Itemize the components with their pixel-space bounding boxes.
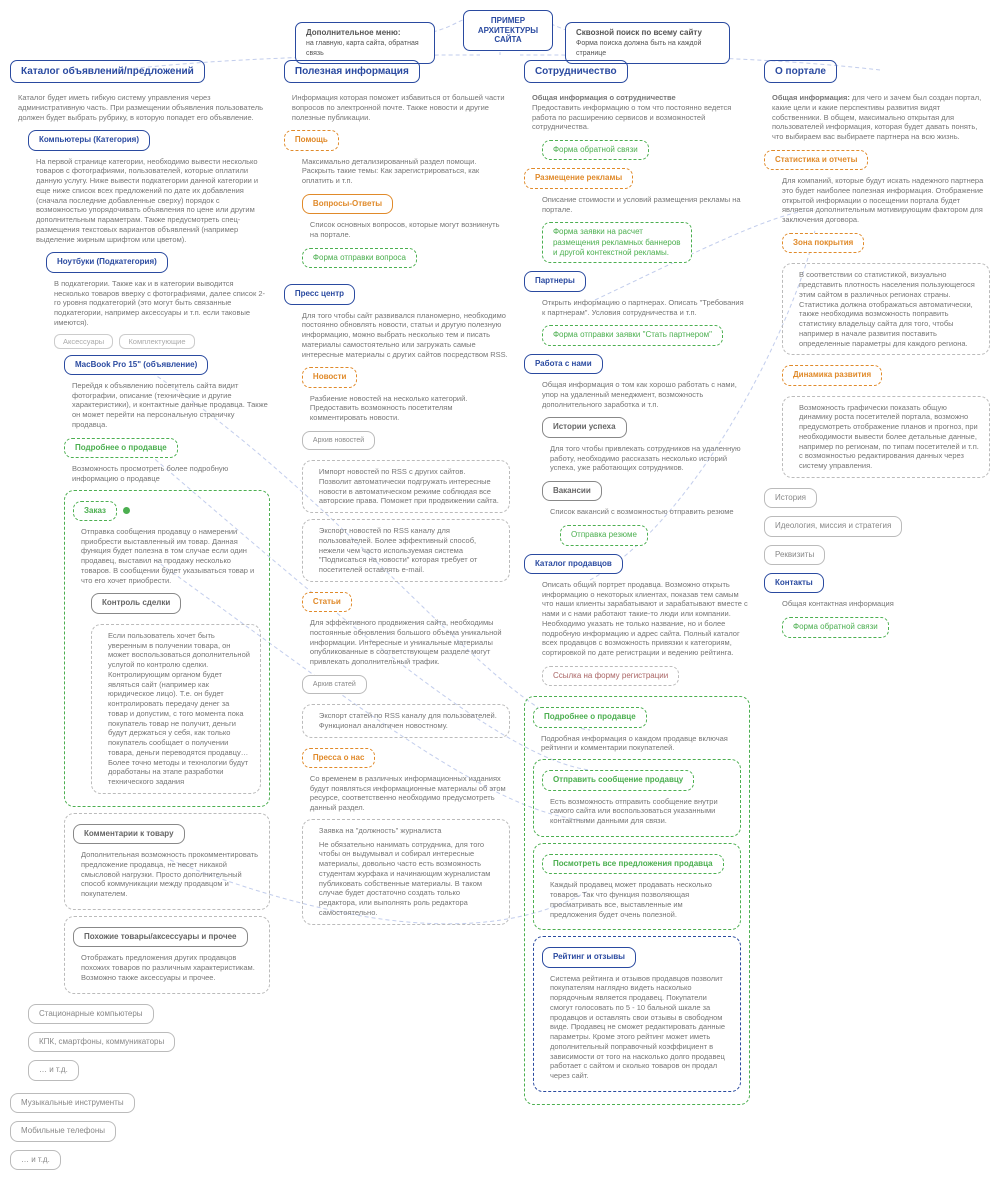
col-head-coop: Сотрудничество bbox=[524, 60, 628, 83]
col-head-info: Полезная информация bbox=[284, 60, 420, 83]
press-desc: Для того чтобы сайт развивался планомерн… bbox=[284, 311, 510, 360]
node-mobile: Мобильные телефоны bbox=[10, 1121, 116, 1141]
node-ads-form: Форма заявки на расчет размещения реклам… bbox=[542, 222, 692, 263]
comments-desc: Дополнительная возможность прокомментиро… bbox=[73, 850, 261, 899]
node-contacts: Контакты bbox=[764, 573, 824, 593]
node-success: Истории успеха bbox=[542, 417, 627, 437]
node-faq: Вопросы-Ответы bbox=[302, 194, 393, 214]
node-similar: Похожие товары/аксессуары и прочее bbox=[73, 927, 248, 947]
rating-desc: Система рейтинга и отзывов продавцов поз… bbox=[542, 974, 732, 1081]
node-computers: Компьютеры (Категория) bbox=[28, 130, 150, 150]
ads-desc: Описание стоимости и условий размещения … bbox=[524, 195, 750, 215]
node-macbook: MacBook Pro 15" (объявление) bbox=[64, 355, 208, 375]
chip-components: Комплектующие bbox=[119, 334, 194, 349]
computers-desc: На первой странице категории, необходимо… bbox=[28, 157, 270, 245]
column-about: О портале Общая информация: для чего и з… bbox=[764, 60, 990, 1174]
articles-desc: Для эффективного продвижения сайта, необ… bbox=[302, 618, 510, 667]
column-coop: Сотрудничество Общая информация о сотруд… bbox=[524, 60, 750, 1174]
node-articles-archive: Архив статей bbox=[302, 675, 367, 694]
info-intro: Информация которая поможет избавиться от… bbox=[284, 93, 510, 122]
catalog-intro: Каталог будет иметь гибкую систему управ… bbox=[10, 93, 270, 122]
node-reg-link: Ссылка на форму регистрации bbox=[542, 666, 679, 686]
node-deal: Контроль сделки bbox=[91, 593, 181, 613]
news-rss-out: Экспорт новостей по RSS каналу для польз… bbox=[311, 526, 501, 575]
node-comments: Комментарии к товару bbox=[73, 824, 185, 844]
similar-desc: Отображать предложения других продавцов … bbox=[73, 953, 261, 982]
sellers-cat-desc: Описать общий портрет продавца. Возможно… bbox=[524, 580, 750, 658]
node-coverage: Зона покрытия bbox=[782, 233, 864, 253]
node-faq-form: Форма отправки вопроса bbox=[302, 248, 417, 268]
coop-intro: Общая информация о сотрудничестве Предос… bbox=[524, 93, 750, 132]
node-ideology: Идеология, миссия и стратегия bbox=[764, 516, 902, 536]
node-view-all: Посмотреть все предложения продавца bbox=[542, 854, 724, 874]
order-desc: Отправка сообщения продавцу о намерении … bbox=[73, 527, 261, 586]
node-seller-more: Подробнее о продавце bbox=[64, 438, 178, 458]
vacancies-desc: Список вакансий с возможностью отправить… bbox=[542, 507, 750, 517]
node-ads: Размещение рекламы bbox=[524, 168, 633, 188]
help-desc: Максимально детализированный раздел помо… bbox=[284, 157, 510, 186]
col-head-catalog: Каталог объявлений/предложений bbox=[10, 60, 205, 83]
node-etc1: … и т.д. bbox=[28, 1060, 79, 1080]
articles-rss: Экспорт статей по RSS каналу для пользов… bbox=[311, 711, 501, 731]
seller-more-desc: Возможность просмотреть более подробную … bbox=[64, 464, 270, 484]
node-requisites: Реквизиты bbox=[764, 545, 825, 565]
node-partners-form: Форма отправки заявки "Стать партнером" bbox=[542, 325, 723, 345]
node-work: Работа с нами bbox=[524, 354, 603, 374]
send-msg-desc: Есть возможность отправить сообщение вну… bbox=[542, 797, 732, 826]
chip-accessories: Аксессуары bbox=[54, 334, 113, 349]
column-catalog: Каталог объявлений/предложений Каталог б… bbox=[10, 60, 270, 1174]
node-stationary: Стационарные компьютеры bbox=[28, 1004, 154, 1024]
news-rss-in: Импорт новостей по RSS с других сайтов. … bbox=[311, 467, 501, 506]
node-stats: Статистика и отчеты bbox=[764, 150, 868, 170]
dynamics-desc: Возможность графически показать общую ди… bbox=[791, 403, 981, 471]
stats-desc: Для компаний, которые будут искать надеж… bbox=[764, 176, 990, 225]
node-order: Заказ bbox=[73, 501, 117, 521]
node-feedback: Форма обратной связи bbox=[542, 140, 649, 160]
view-all-desc: Каждый продавец может продавать нескольк… bbox=[542, 880, 732, 919]
notebooks-desc: В подкатегории. Также как и в категории … bbox=[46, 279, 270, 328]
partners-desc: Открыть информацию о партнерах. Описать … bbox=[524, 298, 750, 318]
node-send-msg: Отправить сообщение продавцу bbox=[542, 770, 694, 790]
node-help: Помощь bbox=[284, 130, 339, 150]
node-news-archive: Архив новостей bbox=[302, 431, 375, 450]
deal-desc: Если пользователь хочет быть уверенным в… bbox=[100, 631, 252, 787]
col-head-about: О портале bbox=[764, 60, 837, 83]
node-rating: Рейтинг и отзывы bbox=[542, 947, 636, 967]
seller-more2-desc: Подробная информация о каждом продавце в… bbox=[533, 734, 741, 754]
success-desc: Для того чтобы привлекать сотрудников на… bbox=[542, 444, 750, 473]
work-desc: Общая информация о том как хорошо работа… bbox=[524, 380, 750, 409]
node-articles: Статьи bbox=[302, 592, 352, 612]
macbook-desc: Перейдя к объявлению посетитель сайта ви… bbox=[64, 381, 270, 430]
node-kpk: КПК, смартфоны, коммуникаторы bbox=[28, 1032, 175, 1052]
about-intro: Общая информация: для чего и зачем был с… bbox=[764, 93, 990, 142]
node-vacancies: Вакансии bbox=[542, 481, 602, 501]
node-resume: Отправка резюме bbox=[560, 525, 648, 545]
journalist-title: Заявка на "должность" журналиста bbox=[311, 826, 501, 836]
node-etc2: … и т.д. bbox=[10, 1150, 61, 1170]
about-press-desc: Со временем в различных информационных и… bbox=[302, 774, 510, 813]
faq-desc: Список основных вопросов, которые могут … bbox=[302, 220, 510, 240]
node-music: Музыкальные инструменты bbox=[10, 1093, 135, 1113]
column-info: Полезная информация Информация которая п… bbox=[284, 60, 510, 1174]
node-dynamics: Динамика развития bbox=[782, 365, 882, 385]
node-history: История bbox=[764, 488, 817, 508]
node-partners: Партнеры bbox=[524, 271, 586, 291]
node-sellers-cat: Каталог продавцов bbox=[524, 554, 623, 574]
node-news: Новости bbox=[302, 367, 358, 387]
node-press: Пресс центр bbox=[284, 284, 355, 304]
node-contacts-form: Форма обратной связи bbox=[782, 617, 889, 637]
contacts-desc: Общая контактная информация bbox=[764, 599, 990, 609]
node-seller-more2: Подробнее о продавце bbox=[533, 707, 647, 727]
node-about-press: Пресса о нас bbox=[302, 748, 376, 768]
dot-icon bbox=[123, 507, 130, 514]
coverage-desc: В соответствии со статистикой, визуально… bbox=[791, 270, 981, 348]
news-desc: Разбиение новостей на несколько категори… bbox=[302, 394, 510, 423]
journalist-desc: Не обязательно нанимать сотрудника, для … bbox=[311, 840, 501, 918]
node-notebooks: Ноутбуки (Подкатегория) bbox=[46, 252, 168, 272]
